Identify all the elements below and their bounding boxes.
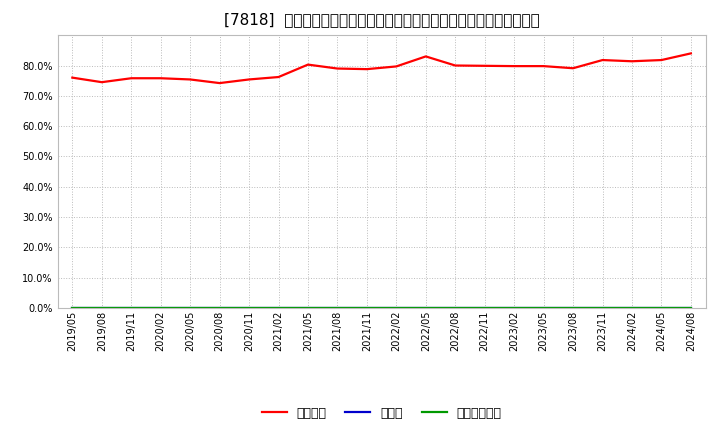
自己資本 (421, 54, 430, 59)
繰延税金資産 (304, 305, 312, 311)
のれん (156, 305, 165, 311)
繰延税金資産 (127, 305, 135, 311)
自己資本 (186, 77, 194, 82)
繰延税金資産 (569, 305, 577, 311)
繰延税金資産 (215, 305, 224, 311)
繰延税金資産 (510, 305, 518, 311)
自己資本 (333, 66, 342, 71)
のれん (451, 305, 459, 311)
のれん (333, 305, 342, 311)
のれん (274, 305, 283, 311)
Legend: 自己資本, のれん, 繰延税金資産: 自己資本, のれん, 繰延税金資産 (256, 402, 507, 425)
のれん (539, 305, 548, 311)
繰延税金資産 (657, 305, 666, 311)
のれん (68, 305, 76, 311)
のれん (127, 305, 135, 311)
Title: [7818]  自己資本、のれん、繰延税金資産の総資産に対する比率の推移: [7818] 自己資本、のれん、繰延税金資産の総資産に対する比率の推移 (224, 12, 539, 27)
繰延税金資産 (687, 305, 696, 311)
自己資本 (363, 66, 372, 72)
繰延税金資産 (186, 305, 194, 311)
繰延税金資産 (333, 305, 342, 311)
自己資本 (687, 51, 696, 56)
のれん (687, 305, 696, 311)
自己資本 (451, 63, 459, 68)
繰延税金資産 (156, 305, 165, 311)
繰延税金資産 (628, 305, 636, 311)
のれん (628, 305, 636, 311)
のれん (510, 305, 518, 311)
繰延税金資産 (363, 305, 372, 311)
繰延税金資産 (68, 305, 76, 311)
繰延税金資産 (598, 305, 607, 311)
自己資本 (68, 75, 76, 80)
自己資本 (215, 81, 224, 86)
のれん (569, 305, 577, 311)
自己資本 (156, 76, 165, 81)
のれん (245, 305, 253, 311)
自己資本 (274, 74, 283, 80)
自己資本 (392, 64, 400, 69)
のれん (421, 305, 430, 311)
のれん (363, 305, 372, 311)
のれん (392, 305, 400, 311)
繰延税金資産 (421, 305, 430, 311)
自己資本 (628, 59, 636, 64)
繰延税金資産 (245, 305, 253, 311)
のれん (598, 305, 607, 311)
自己資本 (510, 63, 518, 69)
繰延税金資産 (97, 305, 106, 311)
のれん (304, 305, 312, 311)
繰延税金資産 (451, 305, 459, 311)
自己資本 (127, 76, 135, 81)
繰延税金資産 (480, 305, 489, 311)
Line: 自己資本: 自己資本 (72, 53, 691, 83)
のれん (97, 305, 106, 311)
自己資本 (304, 62, 312, 67)
のれん (657, 305, 666, 311)
繰延税金資産 (539, 305, 548, 311)
のれん (480, 305, 489, 311)
繰延税金資産 (274, 305, 283, 311)
自己資本 (97, 80, 106, 85)
繰延税金資産 (392, 305, 400, 311)
自己資本 (480, 63, 489, 69)
自己資本 (245, 77, 253, 82)
自己資本 (598, 57, 607, 62)
のれん (215, 305, 224, 311)
自己資本 (569, 66, 577, 71)
のれん (186, 305, 194, 311)
自己資本 (539, 63, 548, 69)
自己資本 (657, 57, 666, 62)
